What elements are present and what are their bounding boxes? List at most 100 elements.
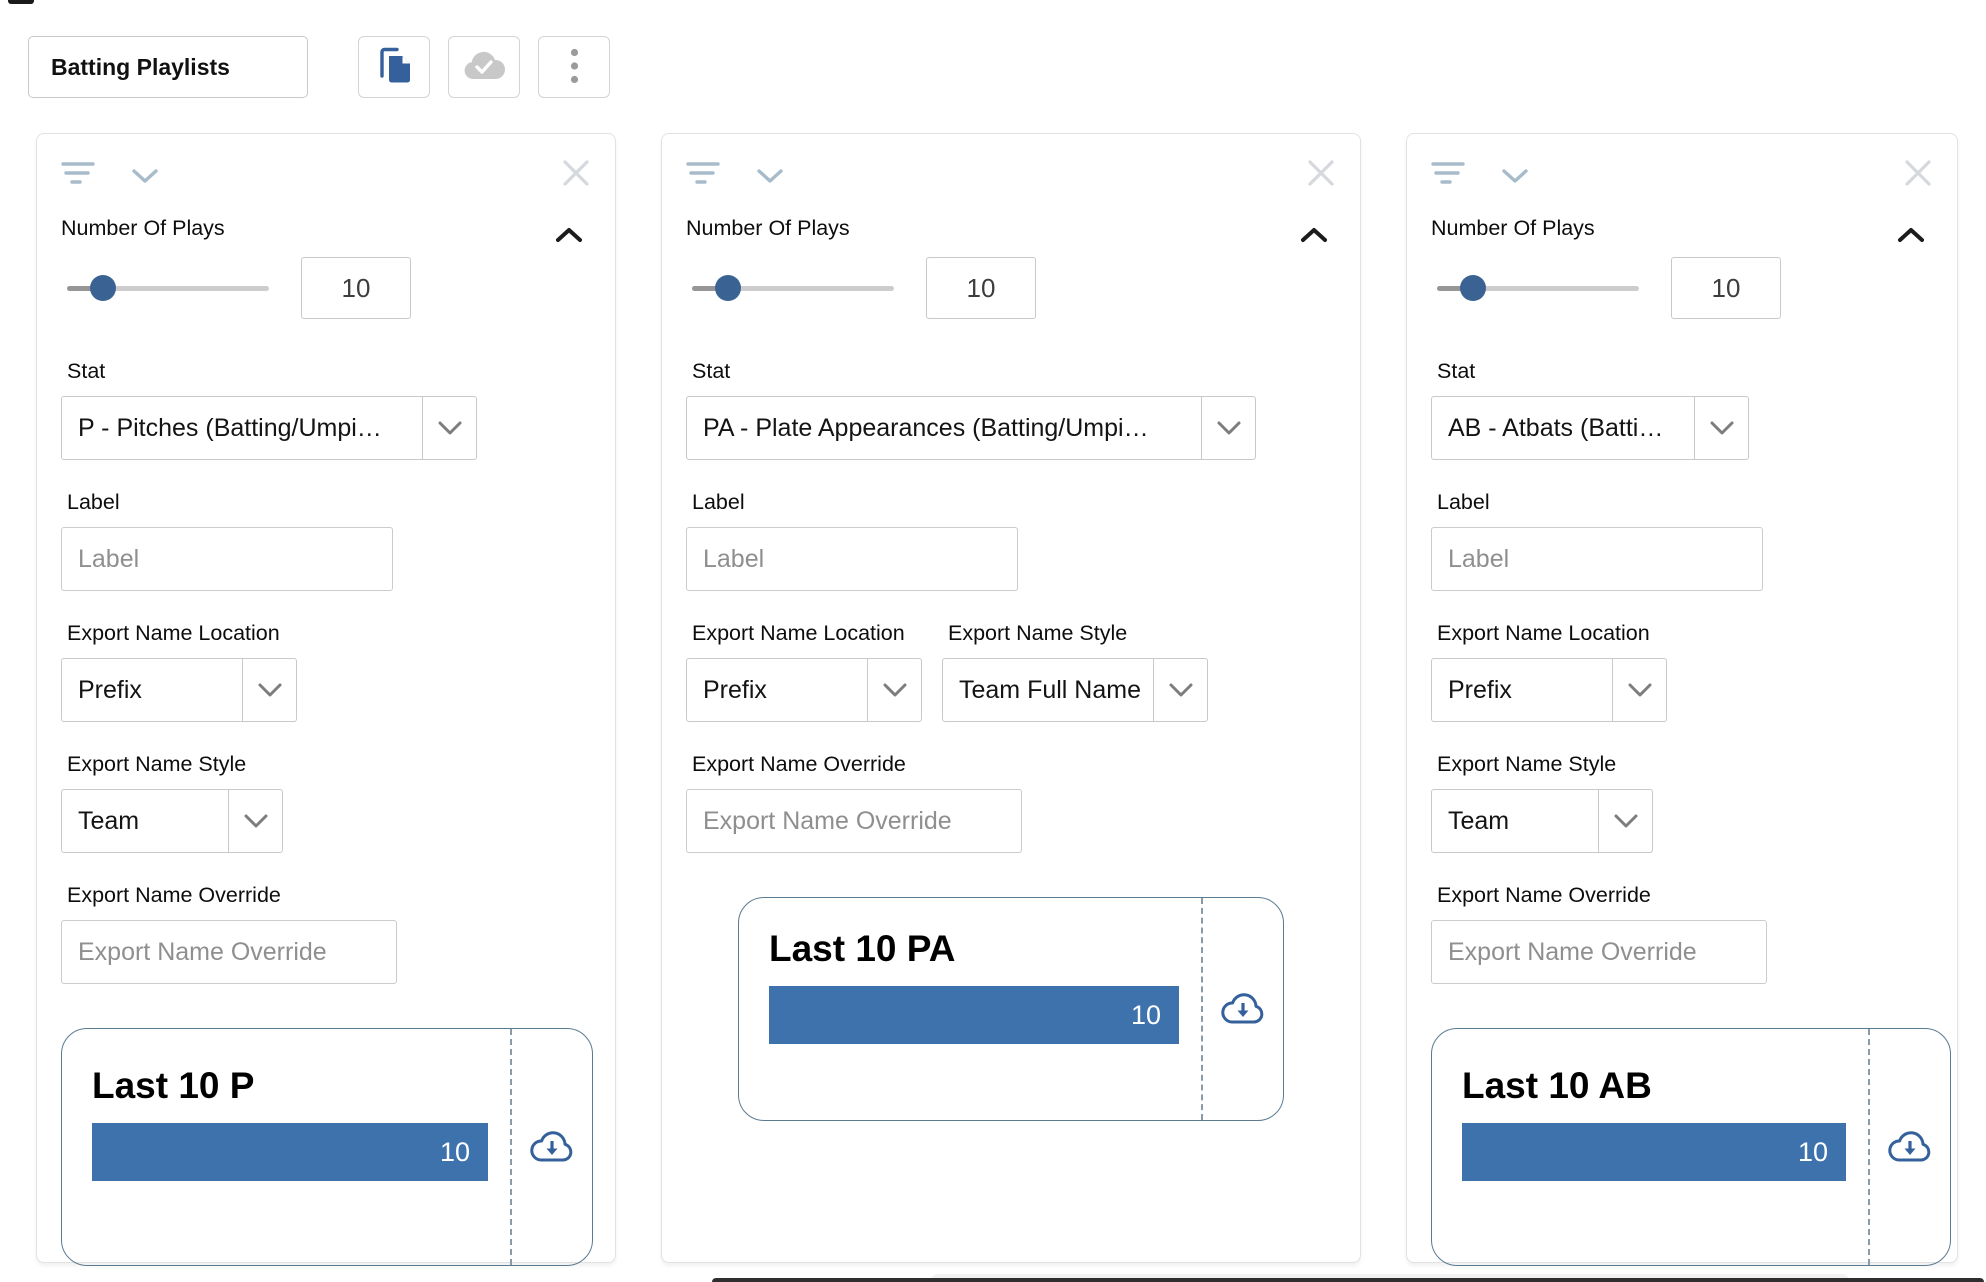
- stat-select[interactable]: AB - Atbats (Batti…: [1431, 396, 1749, 460]
- cloud-check-icon: [462, 51, 506, 84]
- playlist-card: Number Of Plays Stat PA - Plate Appearan…: [661, 133, 1361, 1263]
- clip-preview-tile[interactable]: Last 10 P 10: [61, 1028, 593, 1266]
- export-name-override-label: Export Name Override: [67, 883, 281, 907]
- close-icon[interactable]: [561, 158, 591, 193]
- collapse-chevron-up-icon[interactable]: [1300, 226, 1328, 249]
- preview-bar-value: 10: [439, 1136, 470, 1167]
- copy-icon: [375, 45, 413, 90]
- preview-title: Last 10 P: [92, 1065, 255, 1106]
- playlist-card: Number Of Plays Stat AB - Atbats (Batti…: [1406, 133, 1958, 1266]
- card-toolbar: [61, 158, 591, 192]
- export-name-override-label: Export Name Override: [1437, 883, 1651, 907]
- number-of-plays-input[interactable]: [926, 257, 1036, 319]
- stat-select-value: PA - Plate Appearances (Batting/Umpi…: [703, 413, 1149, 442]
- stat-select[interactable]: P - Pitches (Batting/Umpi…: [61, 396, 477, 460]
- card-toolbar: [686, 158, 1336, 192]
- label-input[interactable]: [1431, 527, 1763, 591]
- preview-divider: [1868, 1029, 1870, 1265]
- chevron-down-icon[interactable]: [1598, 790, 1652, 852]
- clip-preview-tile[interactable]: Last 10 PA 10: [738, 897, 1284, 1121]
- stat-select-value: P - Pitches (Batting/Umpi…: [78, 413, 382, 442]
- stat-select[interactable]: PA - Plate Appearances (Batting/Umpi…: [686, 396, 1256, 460]
- export-name-override-input[interactable]: [686, 789, 1022, 853]
- chevron-down-icon[interactable]: [1501, 167, 1529, 190]
- number-of-plays-label: Number Of Plays: [1431, 216, 1595, 240]
- bottom-edge-artifact: [712, 1278, 1984, 1282]
- cloud-download-icon[interactable]: [1870, 1029, 1950, 1265]
- label-label: Label: [67, 490, 120, 514]
- playlist-card: Number Of Plays Stat P - Pitches (Battin…: [36, 133, 616, 1266]
- preview-bar-value: 10: [1797, 1136, 1828, 1167]
- label-input[interactable]: [686, 527, 1018, 591]
- export-name-style-value: Team: [78, 806, 140, 835]
- header: [0, 0, 1986, 98]
- close-icon[interactable]: [1903, 158, 1933, 193]
- chevron-down-icon[interactable]: [422, 397, 476, 459]
- cloud-sync-button[interactable]: [448, 36, 520, 98]
- cloud-download-icon[interactable]: [1203, 898, 1283, 1120]
- chevron-down-icon[interactable]: [1201, 397, 1255, 459]
- number-of-plays-slider[interactable]: [692, 275, 894, 301]
- number-of-plays-label: Number Of Plays: [61, 216, 225, 240]
- cloud-download-icon[interactable]: [512, 1029, 592, 1265]
- chevron-down-icon[interactable]: [867, 659, 921, 721]
- stat-label: Stat: [67, 359, 106, 383]
- filter-icon[interactable]: [686, 160, 720, 191]
- playlist-name-input[interactable]: [28, 36, 308, 98]
- chevron-down-icon[interactable]: [1153, 659, 1207, 721]
- stat-select-value: AB - Atbats (Batti…: [1448, 413, 1664, 442]
- export-name-override-input[interactable]: [1431, 920, 1767, 984]
- collapse-chevron-up-icon[interactable]: [555, 226, 583, 249]
- export-name-style-select[interactable]: Team Full Name: [942, 658, 1208, 722]
- label-label: Label: [1437, 490, 1490, 514]
- preview-title: Last 10 PA: [769, 928, 956, 969]
- export-name-location-select[interactable]: Prefix: [686, 658, 922, 722]
- export-name-style-label: Export Name Style: [948, 621, 1128, 645]
- export-name-location-value: Prefix: [78, 675, 142, 704]
- collapse-chevron-up-icon[interactable]: [1897, 226, 1925, 249]
- more-options-button[interactable]: [538, 36, 610, 98]
- preview-value-bar: 10: [1462, 1123, 1846, 1181]
- slider-thumb[interactable]: [1460, 275, 1487, 301]
- preview-value-bar: 10: [92, 1123, 488, 1181]
- export-name-style-label: Export Name Style: [1437, 752, 1617, 776]
- export-name-style-select[interactable]: Team: [1431, 789, 1653, 853]
- filter-icon[interactable]: [1431, 160, 1465, 191]
- close-icon[interactable]: [1306, 158, 1336, 193]
- stat-label: Stat: [1437, 359, 1476, 383]
- top-edge-artifact: [8, 0, 34, 4]
- preview-divider: [510, 1029, 512, 1265]
- export-name-style-select[interactable]: Team: [61, 789, 283, 853]
- export-name-location-select[interactable]: Prefix: [1431, 658, 1667, 722]
- chevron-down-icon[interactable]: [756, 167, 784, 190]
- preview-bar-value: 10: [1130, 999, 1161, 1030]
- slider-thumb[interactable]: [90, 275, 117, 301]
- number-of-plays-slider[interactable]: [67, 275, 269, 301]
- export-name-location-select[interactable]: Prefix: [61, 658, 297, 722]
- chevron-down-icon[interactable]: [1694, 397, 1748, 459]
- export-name-location-label: Export Name Location: [1437, 621, 1650, 645]
- preview-title: Last 10 AB: [1462, 1065, 1652, 1106]
- stat-label: Stat: [692, 359, 731, 383]
- clip-preview-tile[interactable]: Last 10 AB 10: [1431, 1028, 1951, 1266]
- preview-divider: [1201, 898, 1203, 1120]
- chevron-down-icon[interactable]: [242, 659, 296, 721]
- export-name-location-label: Export Name Location: [692, 621, 905, 645]
- chevron-down-icon[interactable]: [131, 167, 159, 190]
- export-name-override-input[interactable]: [61, 920, 397, 984]
- number-of-plays-slider[interactable]: [1437, 275, 1639, 301]
- chevron-down-icon[interactable]: [228, 790, 282, 852]
- slider-thumb[interactable]: [715, 275, 742, 301]
- kebab-menu-icon: [570, 48, 579, 87]
- export-name-location-label: Export Name Location: [67, 621, 280, 645]
- copy-button[interactable]: [358, 36, 430, 98]
- chevron-down-icon[interactable]: [1612, 659, 1666, 721]
- number-of-plays-input[interactable]: [301, 257, 411, 319]
- export-name-style-value: Team: [1448, 806, 1510, 835]
- card-toolbar: [1431, 158, 1933, 192]
- number-of-plays-input[interactable]: [1671, 257, 1781, 319]
- filter-icon[interactable]: [61, 160, 95, 191]
- export-name-style-value: Team Full Name: [959, 675, 1141, 704]
- label-input[interactable]: [61, 527, 393, 591]
- label-label: Label: [692, 490, 745, 514]
